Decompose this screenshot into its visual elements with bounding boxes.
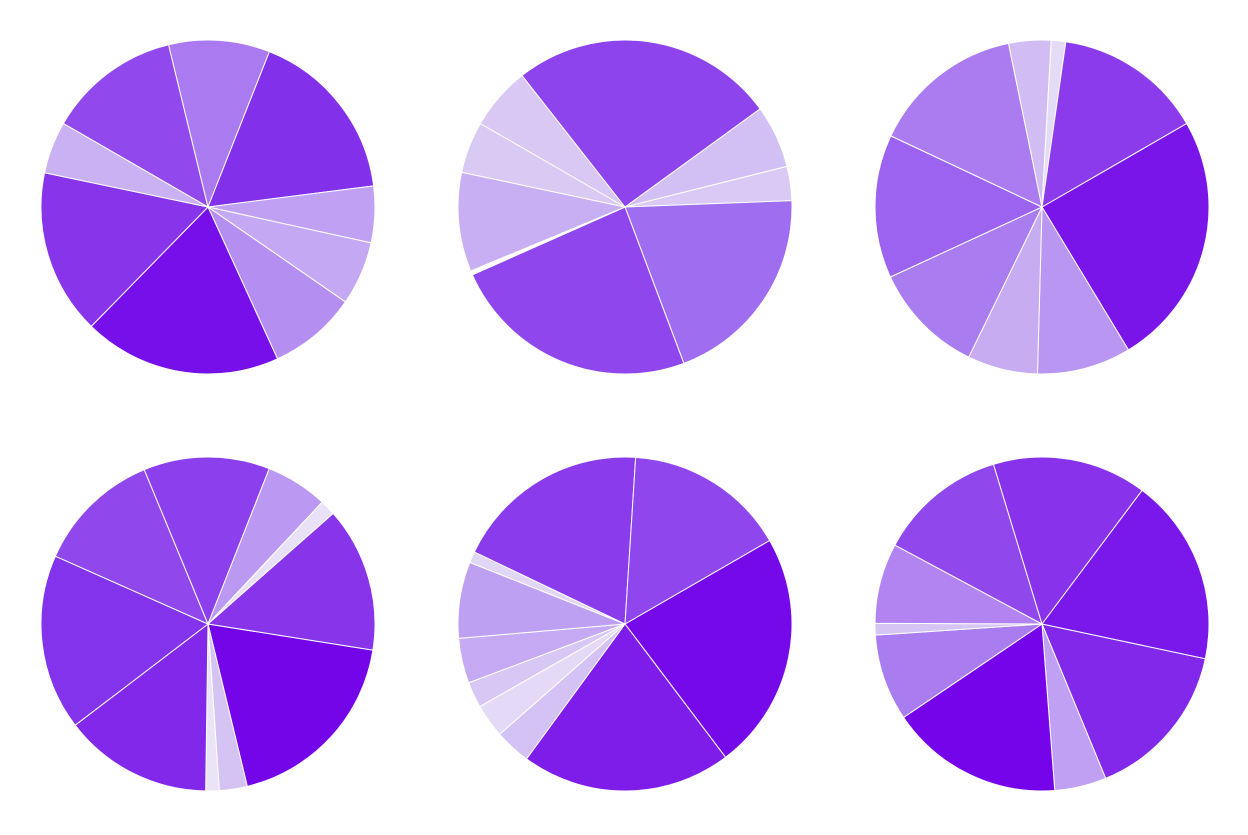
pie-3-slice-2 [1036, 206, 1129, 375]
pie-1-slice-9 [44, 123, 209, 208]
pie-1-slice-2 [168, 39, 270, 208]
pie-3-slice-6 [890, 42, 1043, 208]
pie-3-slice-5 [874, 135, 1043, 278]
pie-2-slice-4 [471, 206, 685, 375]
pie-1-slice-7 [90, 206, 278, 375]
pie-4-slice-6 [54, 469, 209, 625]
pie-chart-5 [457, 456, 793, 792]
pie-5-slice-10 [624, 456, 771, 625]
pie-4-slice-10 [207, 512, 376, 651]
pie-6-slice-9 [1041, 489, 1210, 660]
pie-chart-1 [40, 39, 376, 375]
pie-1-slice-3 [207, 51, 375, 208]
pie-4-slice-4 [74, 623, 209, 792]
pie-chart-4 [40, 456, 376, 792]
pie-4-slice-5 [40, 555, 209, 726]
pie-4-slice-1 [207, 623, 374, 787]
pie-1-slice-1 [62, 44, 209, 208]
pie-4-slice-7 [143, 456, 270, 625]
pie-6-slice-1 [1041, 623, 1206, 779]
pie-3-slice-1 [1041, 123, 1210, 351]
pie-6-slice-4 [874, 623, 1043, 718]
pie-5-slice-2 [526, 623, 727, 792]
pie-3-slice-4 [889, 206, 1043, 358]
pie-2-slice-9 [521, 39, 761, 208]
pie-2-slice-6 [457, 171, 626, 272]
pie-chart-2 [457, 39, 793, 375]
pie-2-slice-3 [624, 200, 793, 364]
pie-6-slice-3 [903, 623, 1056, 792]
pie-1-slice-8 [40, 172, 209, 327]
pie-6-slice-8 [992, 456, 1143, 625]
pie-5-slice-9 [473, 456, 637, 625]
pie-3-slice-9 [1041, 41, 1188, 208]
pie-5-slice-1 [624, 540, 793, 758]
pie-1-slice-6 [207, 206, 346, 360]
pie-chart-3 [874, 39, 1210, 375]
pie-chart-6 [874, 456, 1210, 792]
